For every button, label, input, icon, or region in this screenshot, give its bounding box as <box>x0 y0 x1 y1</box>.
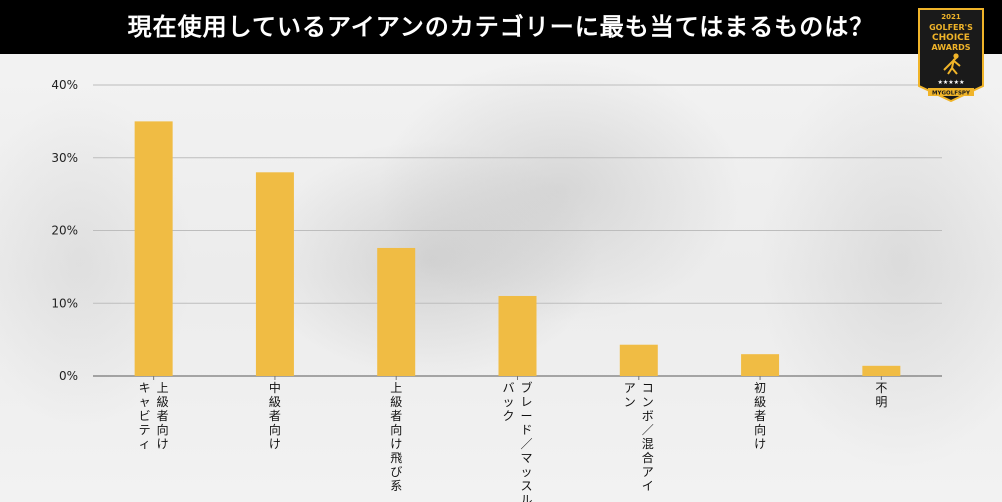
x-category-label: 向 <box>754 422 766 437</box>
x-category-label: マ <box>520 451 532 465</box>
x-category-label: ア <box>624 381 636 395</box>
x-category-label: 級 <box>269 395 281 409</box>
x-category-label: 系 <box>390 479 402 493</box>
golfers-choice-award-badge: 2021 GOLFER'S CHOICE AWARDS ★★★★★ MYGOLF… <box>918 8 984 102</box>
chart-title: 現在使用しているアイアンのカテゴリーに最も当てはまるものは？ <box>127 13 875 41</box>
x-category-label: ボ <box>642 409 654 423</box>
bar <box>255 172 294 376</box>
x-category-label: 向 <box>269 422 281 437</box>
x-category-label: 者 <box>390 409 402 423</box>
y-tick-label: 10% <box>51 296 78 310</box>
x-category-label: ／ <box>642 423 654 437</box>
x-category-label: け <box>157 437 169 451</box>
y-tick-label: 40% <box>51 78 78 92</box>
bar <box>377 247 416 376</box>
x-category-label: ン <box>624 395 636 409</box>
x-category-label: コ <box>642 381 654 395</box>
bars <box>134 121 901 376</box>
badge-stars: ★★★★★ <box>938 79 965 86</box>
x-category-label: 明 <box>875 395 887 409</box>
bar <box>862 365 901 376</box>
x-category-label: け <box>754 437 766 451</box>
y-axis-ticks: 0% 10% 20% 30% 40% <box>51 78 78 383</box>
gridlines <box>93 84 942 377</box>
x-category-label: ク <box>502 409 514 423</box>
x-category-label: ブ <box>520 380 532 395</box>
x-category-label: け <box>390 437 402 451</box>
x-category-label: 中 <box>269 380 281 395</box>
x-category-label: ス <box>520 479 532 493</box>
badge-line1: GOLFER'S <box>929 23 973 32</box>
x-category-label: ー <box>520 409 532 423</box>
x-category-label: 級 <box>390 395 402 409</box>
badge-brand-banner <box>928 88 974 96</box>
badge-line3: AWARDS <box>931 43 970 52</box>
x-category-label: キ <box>139 381 151 395</box>
x-category-label: ／ <box>520 437 532 451</box>
bar <box>619 344 658 376</box>
x-category-label: 者 <box>754 409 766 423</box>
x-category-label: 上 <box>157 381 169 395</box>
y-tick-label: 30% <box>51 151 78 165</box>
x-category-label: イ <box>642 479 654 493</box>
x-category-label: ィ <box>139 437 151 451</box>
x-category-label: ビ <box>139 409 151 423</box>
x-category-label: レ <box>520 395 532 409</box>
x-category-label: 混 <box>642 437 654 451</box>
bar <box>498 295 537 376</box>
y-tick-label: 0% <box>59 369 78 383</box>
badge-line2: CHOICE <box>932 33 970 43</box>
x-category-label: ッ <box>520 465 532 479</box>
golfer-trophy-icon <box>943 53 961 75</box>
x-axis-labels: 上級者向けキャビティ中級者向け上級者向け飛び系ブレード／マッスルバックコンボ／混… <box>139 376 887 502</box>
bar <box>741 354 780 376</box>
x-category-label: テ <box>139 423 151 437</box>
bar <box>134 121 173 376</box>
x-category-label: び <box>390 465 402 479</box>
x-category-label: 者 <box>269 409 281 423</box>
x-category-label: け <box>269 437 281 451</box>
x-category-label: 初 <box>754 381 766 395</box>
badge-year: 2021 <box>941 13 961 21</box>
x-category-label: 飛 <box>390 451 402 465</box>
x-category-label: 向 <box>390 422 402 437</box>
x-category-label: 向 <box>157 422 169 437</box>
x-category-label: 上 <box>390 381 402 395</box>
x-category-label: 不 <box>875 381 887 395</box>
x-category-label: 級 <box>754 395 766 409</box>
x-category-label: ド <box>520 423 532 437</box>
x-category-label: ン <box>642 395 654 409</box>
x-category-label: 合 <box>642 450 654 465</box>
badge-brand: MYGOLFSPY <box>932 91 971 97</box>
title-bar <box>0 0 1002 54</box>
x-category-label: バ <box>502 381 514 395</box>
x-category-label: ル <box>520 493 532 502</box>
x-category-label: ア <box>642 465 654 479</box>
x-category-label: 級 <box>157 395 169 409</box>
x-category-label: ャ <box>139 395 151 409</box>
x-category-label: ッ <box>502 395 514 409</box>
x-category-label: 者 <box>157 409 169 423</box>
y-tick-label: 20% <box>51 224 78 238</box>
